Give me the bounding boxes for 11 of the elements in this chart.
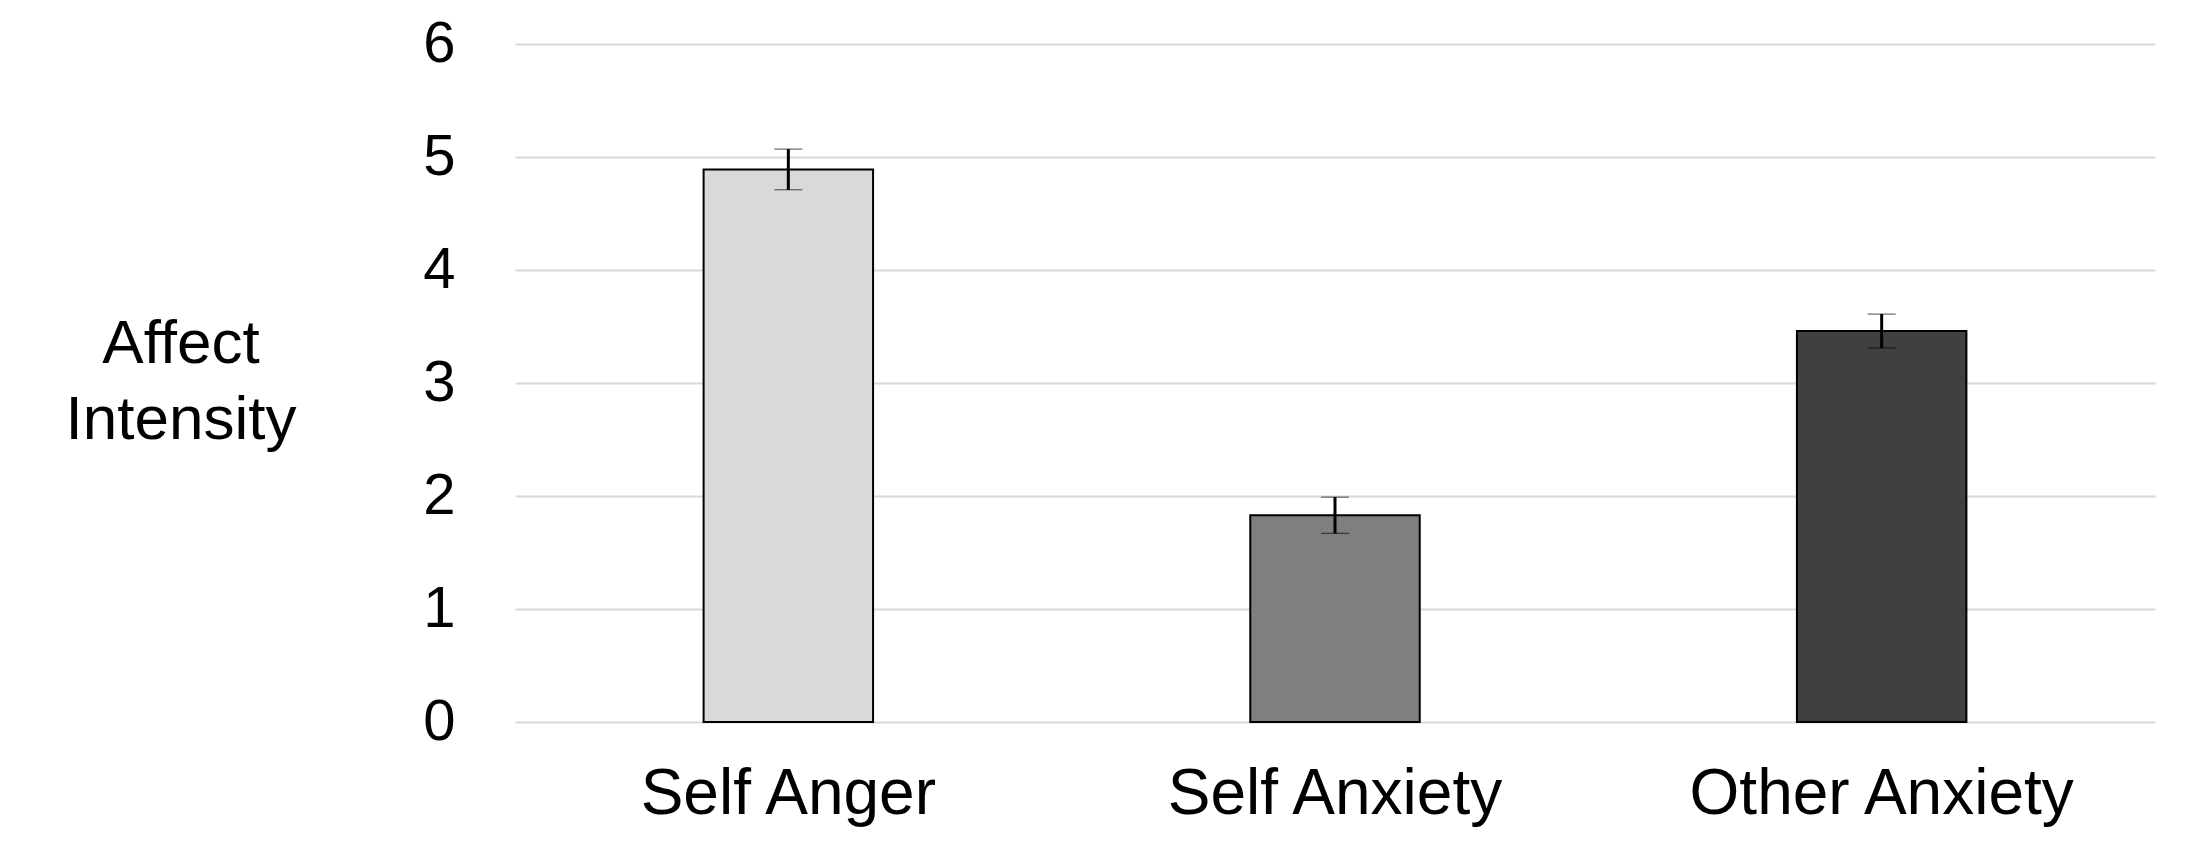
y-tick-label: 5 bbox=[423, 121, 456, 187]
y-tick-label: 6 bbox=[423, 8, 456, 74]
x-tick-label: Self Anxiety bbox=[1167, 755, 1503, 828]
y-axis-title: Affect Intensity bbox=[65, 307, 297, 452]
x-tick-label: Self Anger bbox=[640, 755, 936, 828]
y-tick-label: 3 bbox=[423, 347, 456, 413]
y-tick-label: 0 bbox=[423, 686, 456, 752]
y-tick-label: 4 bbox=[423, 234, 456, 300]
y-tick-label: 1 bbox=[423, 573, 456, 639]
x-tick-label: Other Anxiety bbox=[1689, 755, 2074, 828]
y-tick-label: 2 bbox=[423, 460, 456, 526]
